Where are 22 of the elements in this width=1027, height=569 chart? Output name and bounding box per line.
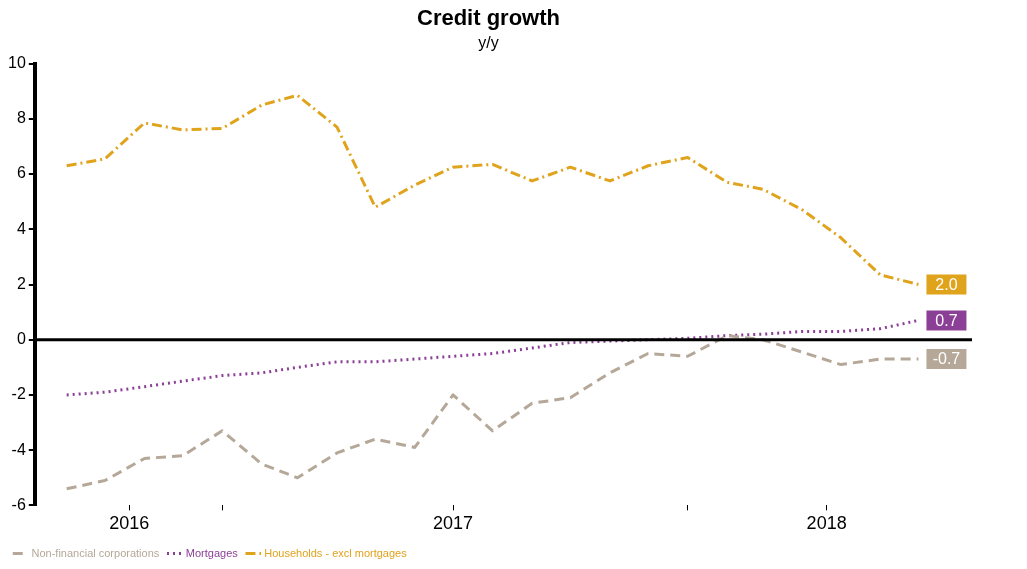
y-tick-label: -2 xyxy=(11,385,26,403)
y-tick-label: 2 xyxy=(16,274,26,292)
y-tick-label: 10 xyxy=(8,54,26,72)
y-tick-label: -6 xyxy=(11,495,26,513)
line-series xyxy=(65,334,920,491)
y-tick-label: 6 xyxy=(16,164,26,182)
legend-label: Households - excl mortgages xyxy=(264,546,408,559)
legend-label: Mortgages xyxy=(185,546,239,559)
y-tick-label: 8 xyxy=(16,109,26,127)
chart-title: Credit growth xyxy=(417,5,560,31)
y-tick-label: 4 xyxy=(16,219,26,237)
x-tick-label: 2016 xyxy=(109,513,150,534)
data-label: 2.0 xyxy=(935,275,958,293)
legend-label: Non-financial corporations xyxy=(31,546,160,559)
x-tick-label: 2017 xyxy=(433,513,474,534)
data-label: -0.7 xyxy=(932,350,961,368)
y-tick-label: 0 xyxy=(16,330,26,348)
chart-subtitle: y/y xyxy=(478,34,499,52)
y-tick-label: -4 xyxy=(11,440,26,458)
x-tick-label: 2018 xyxy=(806,513,847,534)
data-label: 0.7 xyxy=(935,311,958,329)
line-series xyxy=(65,93,920,286)
